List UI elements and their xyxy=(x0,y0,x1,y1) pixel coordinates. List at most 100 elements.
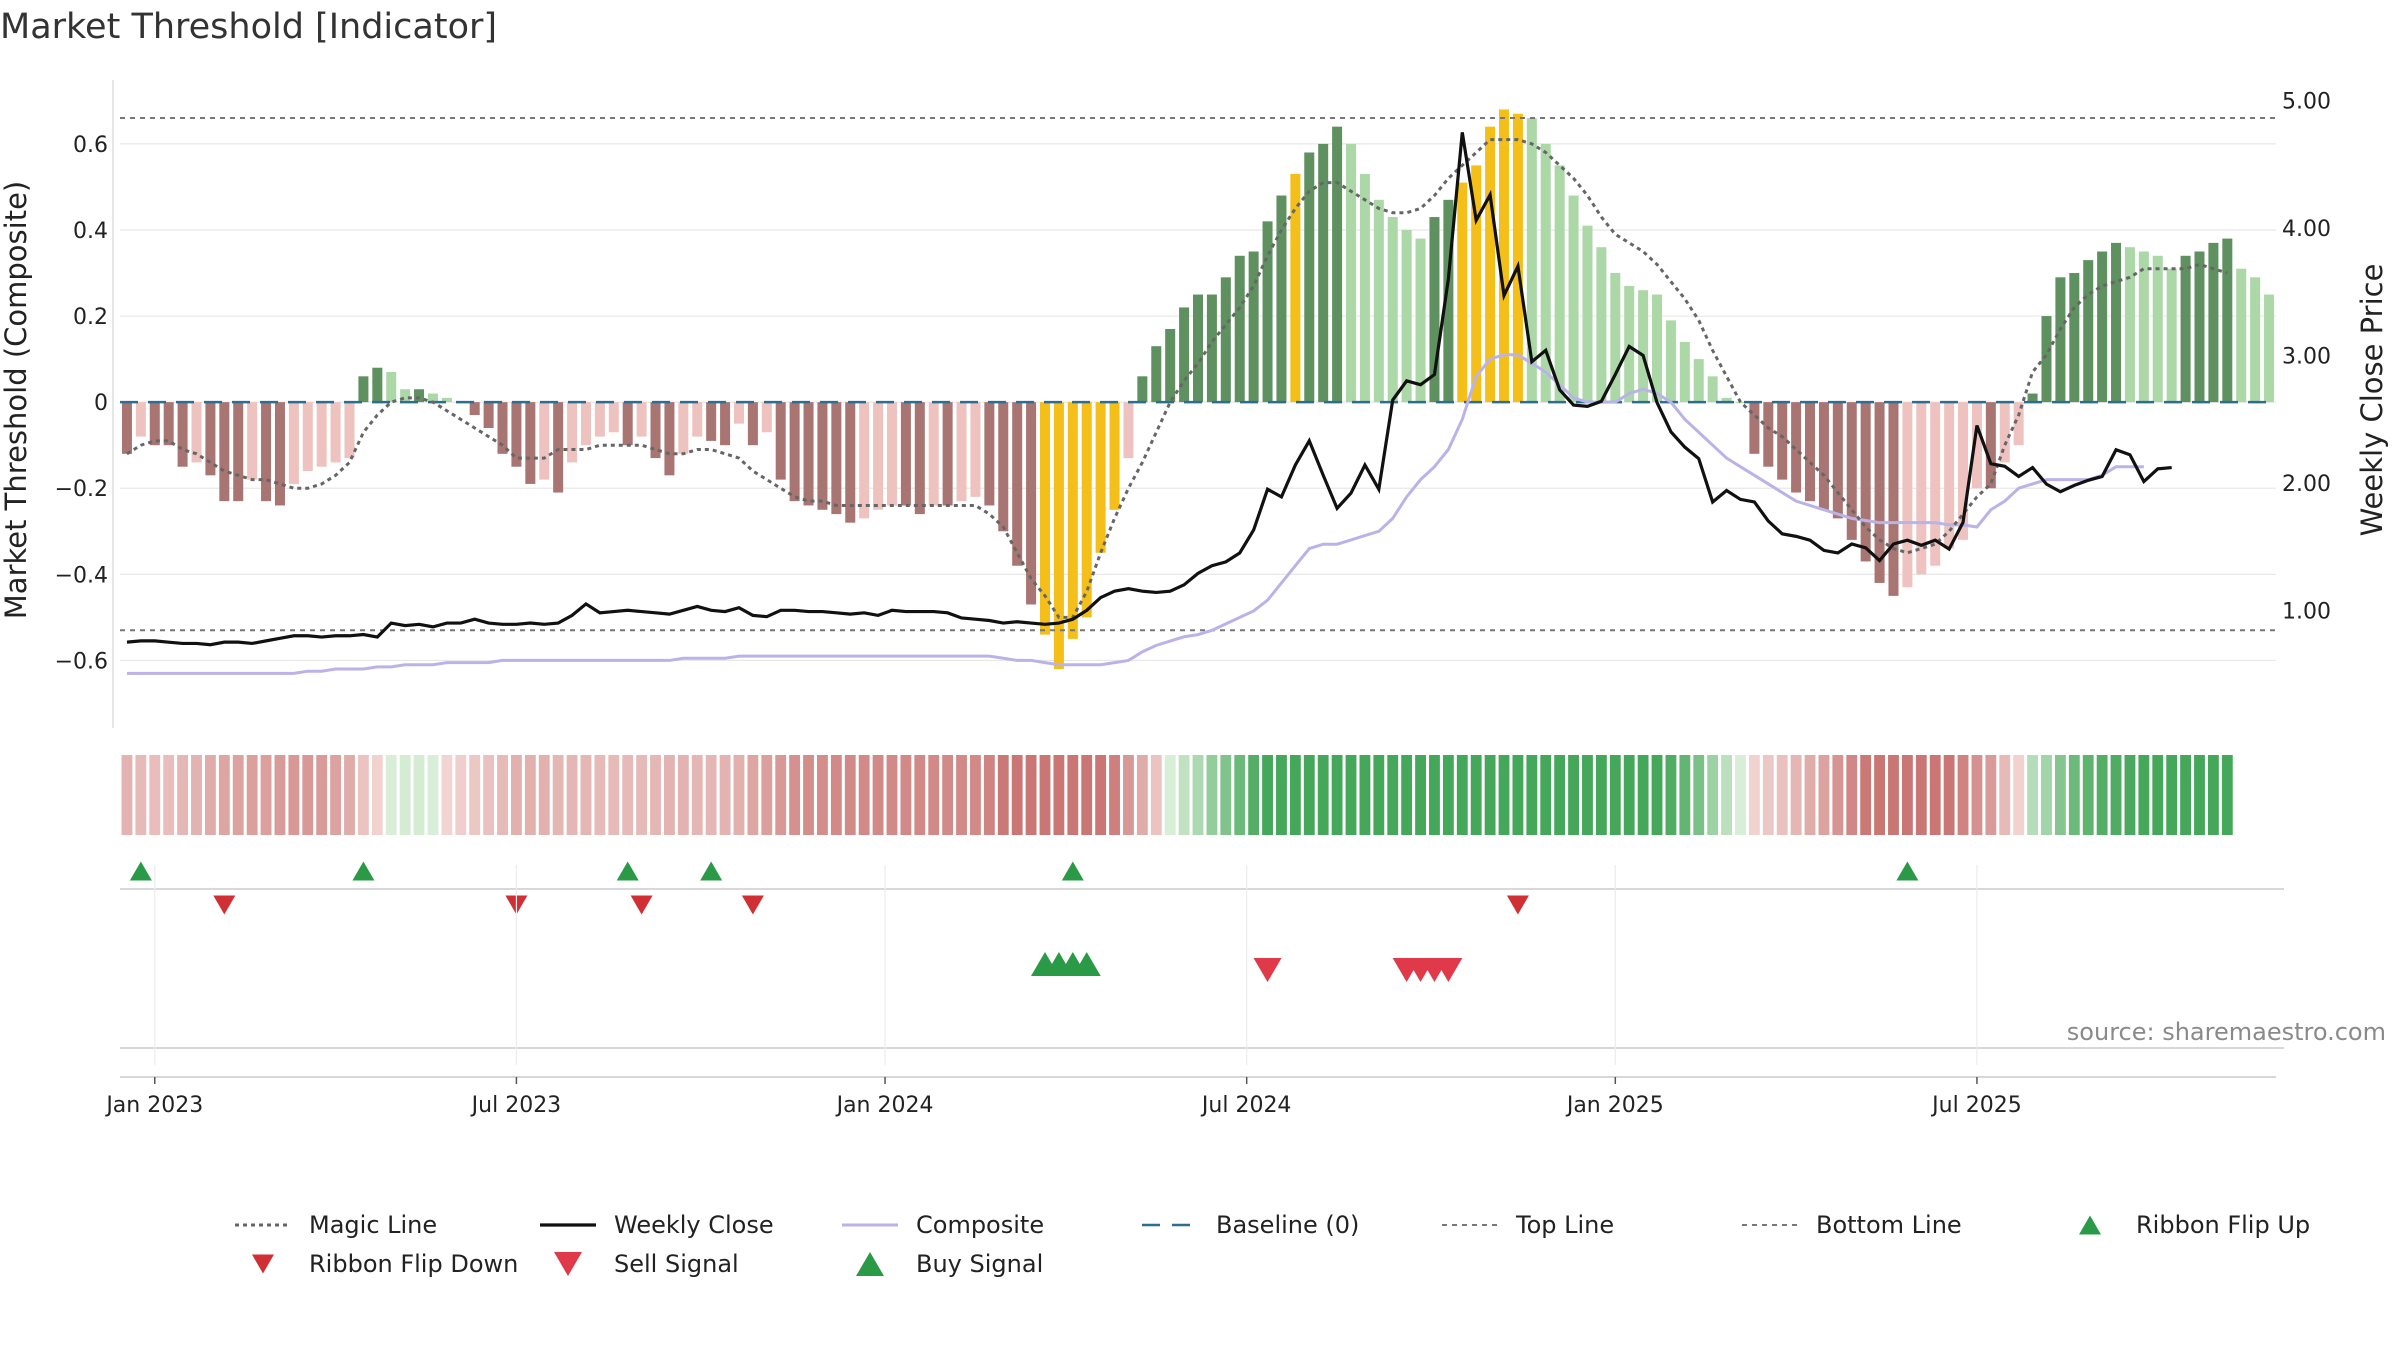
ribbon-cell xyxy=(121,755,133,835)
composite-bar xyxy=(1777,402,1788,480)
composite-bar xyxy=(859,402,870,519)
composite-bar xyxy=(1596,247,1607,403)
composite-bar xyxy=(149,402,160,446)
ribbon-cell xyxy=(1707,755,1719,835)
ribbon-cell xyxy=(1220,755,1232,835)
ribbon-cell xyxy=(830,755,842,835)
composite-bar xyxy=(1387,217,1398,403)
composite-bar xyxy=(372,367,383,403)
ribbon-cell xyxy=(956,755,967,835)
x-tick-label: Jan 2023 xyxy=(104,1093,203,1118)
ribbon-flip-up-marker xyxy=(129,861,152,881)
composite-bar xyxy=(1818,402,1829,510)
composite-bar xyxy=(274,402,285,506)
left-tick-label: −0.2 xyxy=(55,477,108,502)
composite-bar xyxy=(1359,174,1370,403)
composite-bar xyxy=(1499,109,1510,403)
ribbon-cell xyxy=(191,755,202,835)
composite-bar xyxy=(2069,273,2080,403)
composite-bar xyxy=(2124,247,2135,403)
ribbon-cell xyxy=(1345,755,1357,835)
composite-bar xyxy=(1067,402,1078,639)
composite-bar xyxy=(2208,242,2219,403)
ribbon-cell xyxy=(2027,755,2039,835)
ribbon-cell xyxy=(1234,755,1246,835)
ribbon-cell xyxy=(204,755,216,835)
composite-bar xyxy=(1999,402,2010,463)
ribbon-cell xyxy=(1637,755,1649,835)
ribbon-cell xyxy=(1888,755,1899,835)
ribbon-flip-row xyxy=(120,861,2284,915)
ribbon-flip-up-marker xyxy=(1061,861,1084,881)
composite-bar xyxy=(1874,402,1885,583)
ribbon-cell xyxy=(524,755,536,835)
composite-bar xyxy=(1568,195,1579,403)
ribbon-cell xyxy=(1456,755,1468,835)
ribbon-cell xyxy=(1721,755,1732,835)
ribbon-cell xyxy=(163,755,175,835)
composite-bar xyxy=(1401,229,1412,403)
ribbon-cell xyxy=(469,755,481,835)
legend-swatch-ribbon-flip-up xyxy=(2079,1215,2101,1235)
left-tick-label: 0.2 xyxy=(73,305,108,330)
ribbon-cell xyxy=(900,755,912,835)
composite-bar xyxy=(1763,402,1774,467)
ribbon-cell xyxy=(1929,755,1941,835)
ribbon-cell xyxy=(1359,755,1371,835)
composite-bar xyxy=(2222,238,2233,403)
left-tick-label: −0.6 xyxy=(55,649,108,674)
ribbon-cell xyxy=(844,755,856,835)
composite-bar xyxy=(1930,402,1941,566)
ribbon-cell xyxy=(538,755,550,835)
ribbon-cell xyxy=(1735,755,1746,835)
composite-bar xyxy=(1749,402,1760,454)
composite-bar xyxy=(2083,260,2094,403)
ribbon-cell xyxy=(1192,755,1204,835)
x-tick-label: Jan 2025 xyxy=(1565,1093,1664,1118)
x-tick-label: Jan 2024 xyxy=(835,1093,934,1118)
ribbon-cell xyxy=(1790,755,1802,835)
composite-bar xyxy=(608,402,619,433)
ribbon-cell xyxy=(775,755,787,835)
ribbon-cell xyxy=(1289,755,1301,835)
composite-bar xyxy=(1304,152,1315,403)
ribbon-flip-up-marker xyxy=(352,861,375,881)
ribbon-cell xyxy=(1164,755,1176,835)
composite-bar xyxy=(2097,251,2108,403)
composite-bar xyxy=(1429,217,1440,403)
magic-line xyxy=(126,138,2228,619)
ribbon-cell xyxy=(650,755,661,835)
composite-bar xyxy=(316,402,327,467)
composite-bar xyxy=(1665,320,1676,403)
composite-bar xyxy=(747,402,758,446)
x-tick-label: Jul 2025 xyxy=(1930,1093,2022,1118)
ribbon-cell xyxy=(677,755,689,835)
ribbon-cell xyxy=(1568,755,1579,835)
ribbon-cell xyxy=(970,755,981,835)
ribbon-cell xyxy=(1776,755,1788,835)
ribbon-cell xyxy=(2110,755,2122,835)
composite-bar xyxy=(205,402,216,476)
ribbon-cell xyxy=(1109,755,1120,835)
right-axis-label: Weekly Close Price xyxy=(2355,264,2389,537)
ribbon-cell xyxy=(1331,755,1343,835)
ribbon-cell xyxy=(1317,755,1329,835)
composite-bar xyxy=(1443,199,1454,403)
ribbon-cell xyxy=(858,755,870,835)
ribbon-cell xyxy=(1582,755,1593,835)
legend-item: Magic Line xyxy=(235,1211,437,1239)
composite-bar xyxy=(1624,285,1635,403)
composite-bar xyxy=(2111,242,2122,403)
ribbon-cell xyxy=(1679,755,1691,835)
ribbon-cell xyxy=(997,755,1009,835)
composite-bar xyxy=(1165,328,1176,403)
ribbon-cell xyxy=(1401,755,1413,835)
ribbon-cell xyxy=(483,755,495,835)
composite-bar xyxy=(2264,294,2275,403)
composite-bar xyxy=(984,402,995,506)
composite-bar xyxy=(803,402,814,506)
ribbon-cell xyxy=(274,755,286,835)
ribbon-cell xyxy=(566,755,578,835)
composite-bar xyxy=(789,402,800,502)
legend-label: Sell Signal xyxy=(614,1250,739,1278)
